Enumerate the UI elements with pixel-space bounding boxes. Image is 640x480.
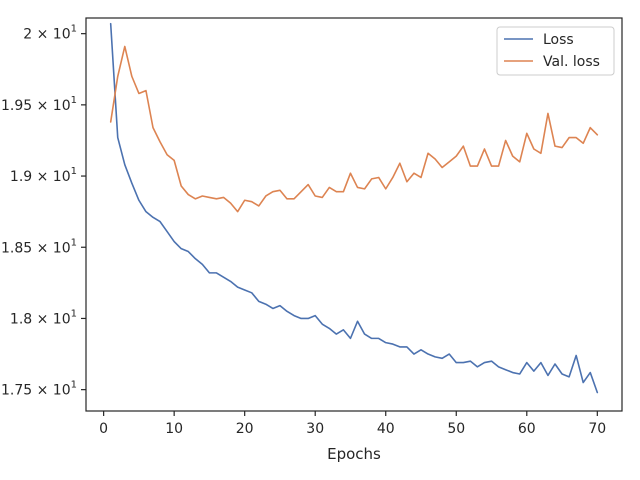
series-line-0 [109, 22, 599, 394]
y-tick-mantissa: 1.85 × 10 [1, 240, 71, 256]
x-tick-label: 30 [306, 421, 324, 437]
y-tick-exponent: 1 [71, 308, 77, 319]
y-tick-exponent: 1 [71, 237, 77, 248]
x-tick-label: 70 [588, 421, 606, 437]
y-tick-label: 1.75 × 101 [1, 380, 77, 399]
y-tick-mantissa: 2 × 10 [23, 27, 70, 43]
y-tick-label: 1.95 × 101 [1, 95, 77, 114]
axes-frame [85, 17, 623, 412]
y-tick-exponent: 1 [71, 380, 77, 391]
series-line-1 [109, 45, 599, 213]
y-tick-label: 1.8 × 101 [10, 308, 77, 327]
x-tick-label: 0 [99, 421, 108, 437]
y-tick-exponent: 1 [71, 24, 77, 35]
y-tick-mantissa: 1.95 × 10 [1, 98, 71, 114]
y-tick-exponent: 1 [71, 95, 77, 106]
x-tick-label: 50 [447, 421, 465, 437]
y-tick-label: 1.9 × 101 [10, 166, 77, 185]
y-tick-mantissa: 1.8 × 10 [10, 311, 71, 327]
y-tick-mantissa: 1.75 × 10 [1, 383, 71, 399]
y-tick-exponent: 1 [71, 166, 77, 177]
x-tick-label: 60 [518, 421, 536, 437]
y-tick-label: 1.85 × 101 [1, 237, 77, 256]
x-tick-label: 20 [236, 421, 254, 437]
plot-area [85, 17, 623, 412]
legend-label-1: Val. loss [543, 54, 600, 70]
x-tick-label: 40 [377, 421, 395, 437]
x-axis: 0 10 20 30 40 50 60 70 [99, 411, 606, 437]
legend: Loss Val. loss [496, 26, 615, 76]
y-tick-mantissa: 1.9 × 10 [10, 169, 71, 185]
legend-label-0: Loss [543, 32, 574, 48]
y-tick-label: 2 × 101 [23, 24, 77, 43]
x-axis-label: Epochs [327, 445, 381, 463]
x-tick-label: 10 [165, 421, 183, 437]
